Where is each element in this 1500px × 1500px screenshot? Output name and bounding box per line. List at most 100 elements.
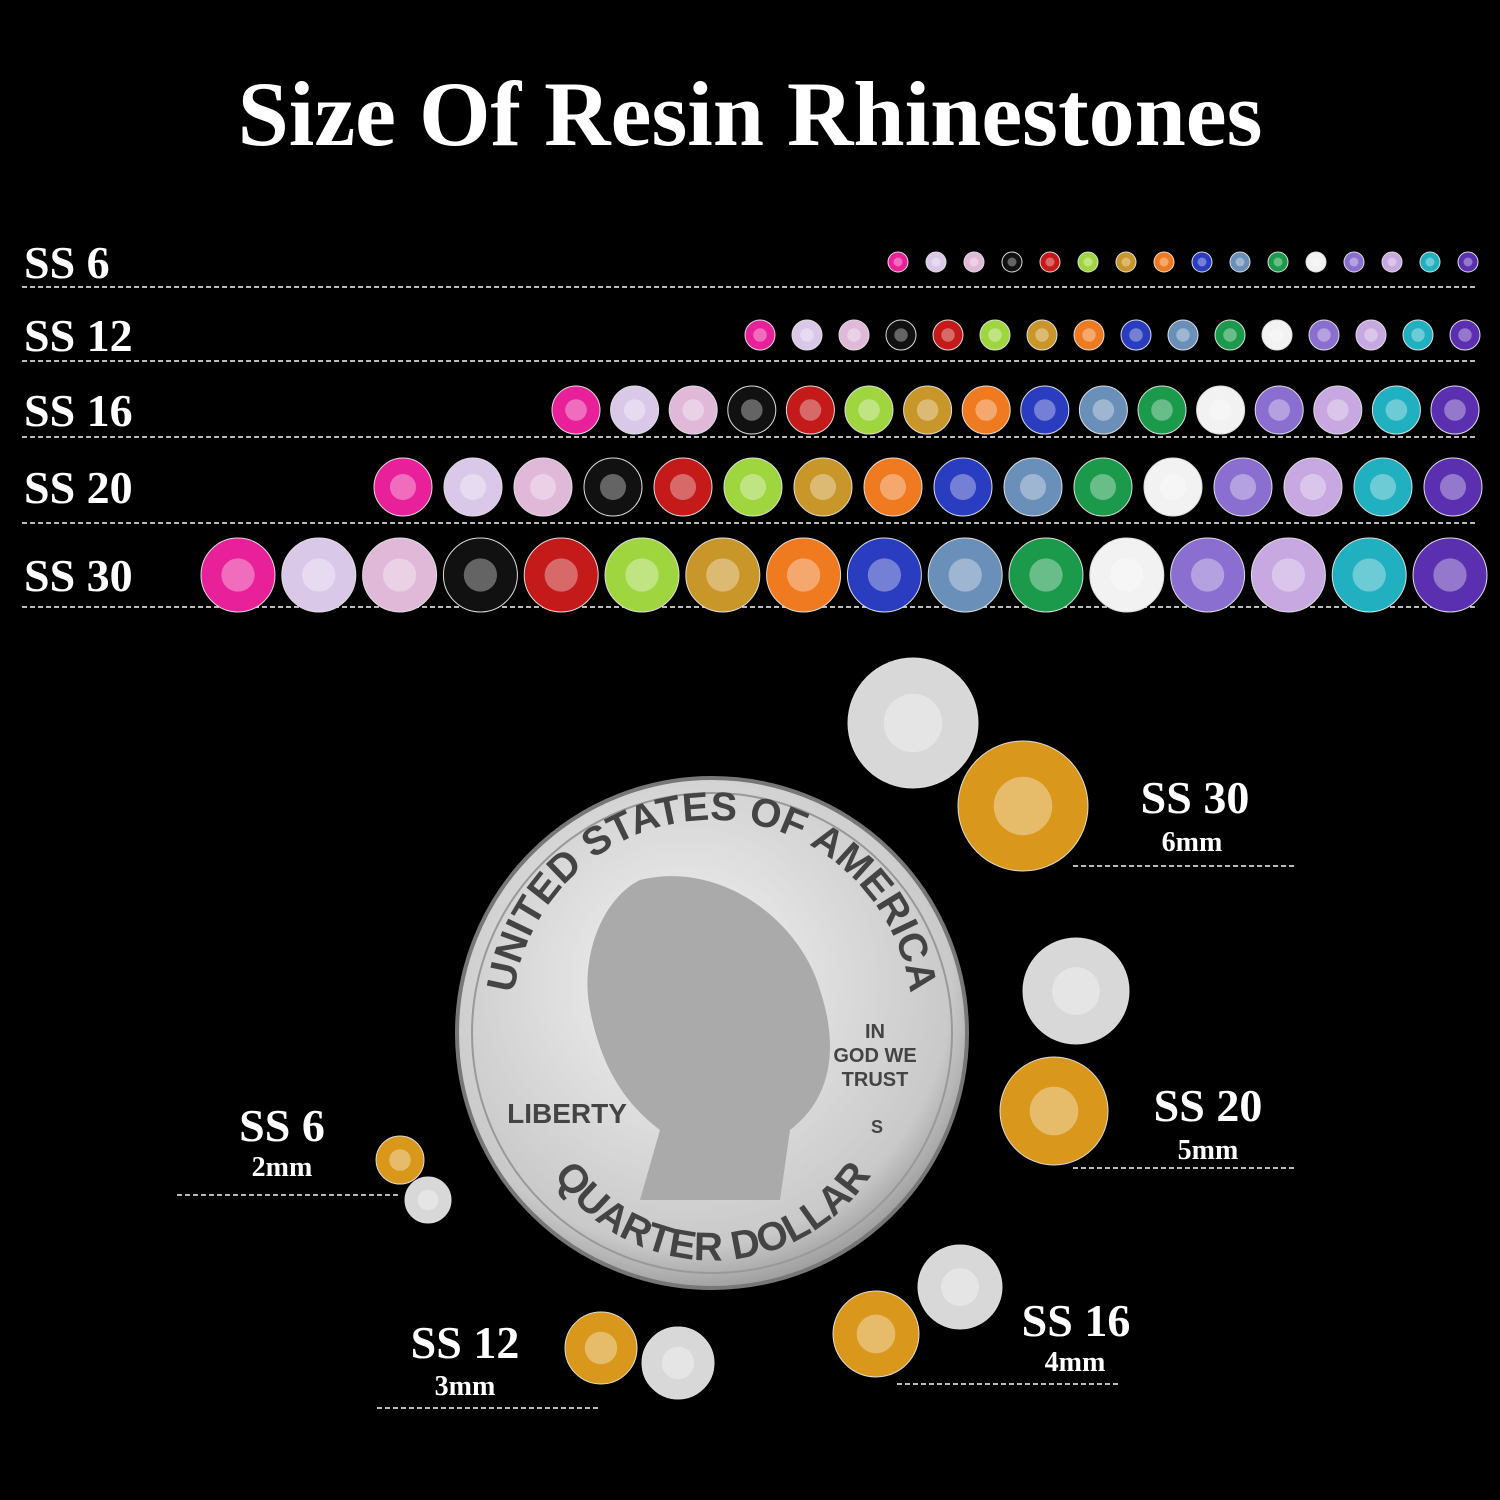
rhinestone-facet [1082,328,1096,342]
coin: UNITED STATES OF AMERICA QUARTER DOLLAR … [455,776,969,1290]
rhinestone-facet [1029,558,1063,592]
rhinestone [1196,385,1246,435]
rhinestone [1089,537,1165,613]
rhinestone-facet [1052,967,1100,1015]
rhinestone [1008,537,1084,613]
rhinestone-facet [948,558,982,592]
coin-portrait [587,876,830,1200]
rhinestone [1267,251,1289,273]
rhinestone-facet [741,399,763,421]
rhinestone [1423,457,1483,517]
rhinestone [1353,457,1413,517]
rhinestone [963,251,985,273]
rhinestone-facet [1159,473,1187,501]
coin-mint: S [871,1117,883,1137]
rhinestone [551,385,601,435]
rhinestone-facet [382,558,417,592]
rhinestone [1020,385,1070,435]
rhinestone-facet [1176,328,1190,342]
row-label: SS 20 [24,462,133,513]
rhinestone [1077,251,1099,273]
rhinestone [1120,319,1152,351]
rhinestone [1254,385,1304,435]
rhinestone [917,1244,1003,1330]
rhinestone [927,537,1003,613]
rhinestone-facet [463,558,498,592]
rhinestone [443,457,503,517]
rhinestone [1153,251,1175,273]
rhinestone [847,657,979,789]
rhinestone-facet [1385,399,1408,421]
rhinestone-facet [529,473,557,501]
rhinestone-facet [706,558,740,592]
rhinestone-facet [565,399,587,421]
rhinestone [442,537,518,613]
rhinestone-facet [1311,257,1321,267]
rhinestone [1001,251,1023,273]
rhinestone [933,457,993,517]
rhinestone [1430,385,1480,435]
rhinestone-facet [931,257,941,267]
rhinestone-facet [1190,558,1225,592]
rhinestone-facet [1151,399,1173,421]
rhinestone-facet [1270,328,1284,342]
rhinestone [1355,319,1387,351]
rhinestone-facet [858,399,880,421]
rhinestone-facet [1034,399,1056,421]
rhinestone-facet [1007,257,1017,267]
rhinestone-facet [1083,257,1093,267]
rhinestone-facet [1352,558,1386,592]
rhinestone [1026,319,1058,351]
rhinestone-facet [800,328,814,342]
rhinestone-facet [1463,257,1473,267]
size-label: SS 12 [411,1317,520,1368]
rhinestone [1305,251,1327,273]
rhinestone [1261,319,1293,351]
rhinestone-facet [1129,328,1143,342]
rhinestone-facet [1387,257,1397,267]
rhinestone [1308,319,1340,351]
rhinestone [523,537,599,613]
rhinestone-facet [682,399,704,421]
rhinestone-facet [739,473,767,501]
rhinestone [1419,251,1441,273]
rhinestone [1003,457,1063,517]
rhinestone [513,457,573,517]
rhinestone [1115,251,1137,273]
rhinestone-facet [1271,558,1306,592]
rhinestone [610,385,660,435]
coin-motto: IN [865,1021,885,1043]
rhinestone-facet [1327,399,1349,421]
rhinestone-facet [1029,1086,1079,1136]
rhinestone [1313,385,1363,435]
rhinestone [362,537,438,613]
rhinestone-facet [883,693,943,753]
coin-motto: GOD WE [833,1045,916,1067]
rhinestone-facet [1089,473,1117,501]
size-label: SS 6 [239,1100,325,1151]
rhinestone-facet [949,473,977,501]
rhinestone-facet [988,328,1002,342]
rhinestone-facet [599,473,627,501]
rhinestone [791,319,823,351]
rhinestone [200,537,276,613]
rhinestone [1412,537,1488,613]
rhinestone [583,457,643,517]
rhinestone-facet [389,1149,411,1171]
rhinestone [961,385,1011,435]
rhinestone-facet [459,473,487,501]
rhinestone-facet [623,399,646,421]
rhinestone [1449,319,1481,351]
rhinestone-facet [894,328,908,342]
size-label: SS 16 [1022,1295,1131,1346]
rhinestone [925,251,947,273]
rhinestone-facet [1159,257,1169,267]
rhinestone-facet [1019,473,1047,501]
rhinestone [1214,319,1246,351]
rhinestone [1402,319,1434,351]
rhinestone [281,537,357,613]
rhinestone-facet [753,328,767,342]
rhinestone [1381,251,1403,273]
rhinestone-facet [1121,257,1131,267]
